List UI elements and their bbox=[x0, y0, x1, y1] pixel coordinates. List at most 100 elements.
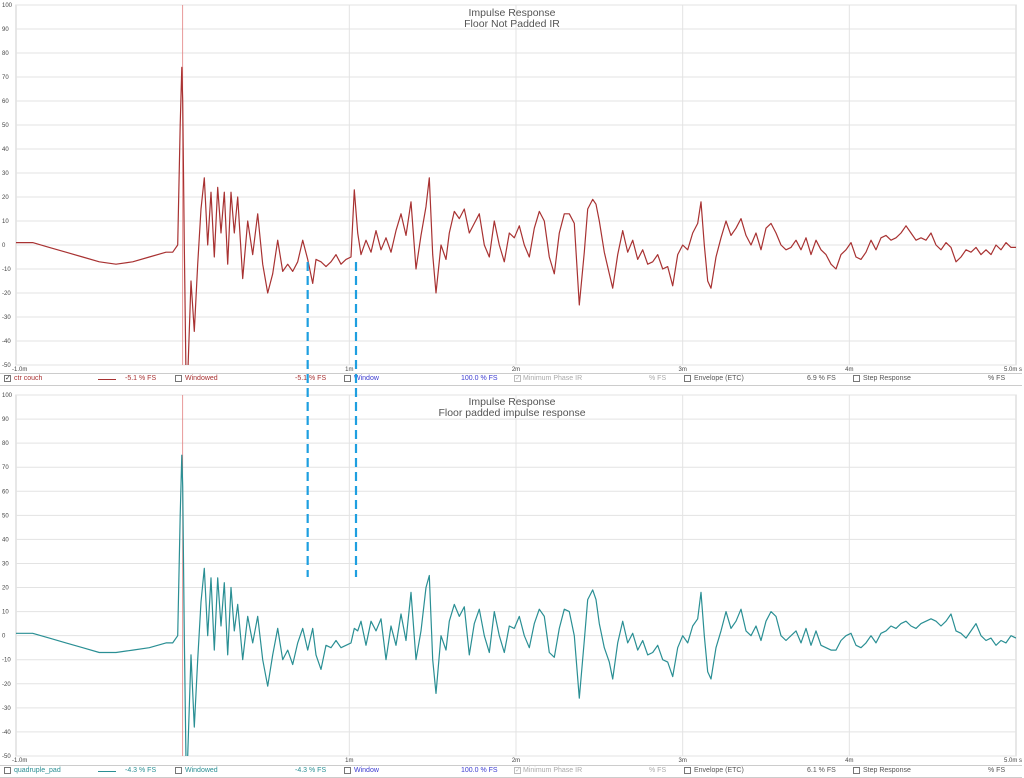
y-tick-label: 100 bbox=[2, 3, 13, 9]
y-tick-label: 50 bbox=[2, 123, 9, 129]
y-tick-label: 70 bbox=[2, 75, 9, 81]
series-group bbox=[16, 454, 1016, 756]
x-tick-label: 4m bbox=[845, 367, 853, 372]
series-value: -5.1 % FS bbox=[125, 375, 157, 382]
y-tick-label: 10 bbox=[2, 219, 9, 225]
windowed-label[interactable]: Windowed bbox=[185, 375, 218, 382]
y-tick-label: 40 bbox=[2, 147, 9, 153]
series-color-swatch[interactable] bbox=[98, 379, 116, 380]
series-visible-checkbox[interactable]: ✓ bbox=[4, 375, 11, 382]
chart-title: Impulse Response bbox=[469, 7, 556, 19]
minphase-value: % FS bbox=[649, 375, 667, 382]
minphase-label[interactable]: Minimum Phase IR bbox=[523, 767, 583, 774]
y-tick-label: 70 bbox=[2, 465, 9, 471]
envelope-value: 6.1 % FS bbox=[807, 767, 836, 774]
y-tick-label: 30 bbox=[2, 171, 9, 177]
minphase-label[interactable]: Minimum Phase IR bbox=[523, 375, 583, 382]
series-name[interactable]: ctr couch bbox=[14, 375, 43, 382]
step-value: % FS bbox=[988, 375, 1006, 382]
series-line bbox=[16, 454, 1016, 756]
y-tick-label: 60 bbox=[2, 99, 9, 105]
window-value: 100.0 % FS bbox=[461, 375, 498, 382]
minphase-value: % FS bbox=[649, 767, 667, 774]
y-tick-label: 80 bbox=[2, 441, 9, 447]
envelope-label[interactable]: Envelope (ETC) bbox=[694, 375, 744, 382]
series-visible-checkbox[interactable] bbox=[4, 767, 11, 774]
chart-title: Impulse Response bbox=[469, 396, 556, 408]
x-tick-label: 3m bbox=[678, 758, 686, 764]
windowed-checkbox[interactable] bbox=[175, 375, 182, 382]
envelope-label[interactable]: Envelope (ETC) bbox=[694, 767, 744, 774]
grid bbox=[15, 4, 1017, 366]
x-tick-label: -1.0m bbox=[12, 367, 27, 372]
x-tick-label: 2m bbox=[512, 367, 520, 372]
series-group bbox=[16, 66, 1016, 365]
window-label[interactable]: Window bbox=[354, 375, 379, 382]
y-tick-label: 100 bbox=[2, 393, 13, 399]
y-tick-label: -10 bbox=[2, 658, 11, 664]
series-line bbox=[16, 66, 1016, 365]
y-tick-label: 90 bbox=[2, 27, 9, 33]
x-tick-label: 1m bbox=[345, 367, 353, 372]
window-checkbox[interactable] bbox=[344, 375, 351, 382]
y-tick-label: 10 bbox=[2, 610, 9, 616]
windowed-value: -4.3 % FS bbox=[295, 767, 327, 774]
y-tick-label: -50 bbox=[2, 754, 11, 760]
x-tick-label: 5.0m s bbox=[1004, 367, 1022, 372]
minphase-checkbox[interactable]: ✓ bbox=[514, 375, 521, 382]
x-tick-label: -1.0m bbox=[12, 758, 27, 764]
y-tick-label: 0 bbox=[2, 243, 6, 249]
envelope-checkbox[interactable] bbox=[684, 375, 691, 382]
step-label[interactable]: Step Response bbox=[863, 767, 911, 774]
envelope-checkbox[interactable] bbox=[684, 767, 691, 774]
y-tick-label: 80 bbox=[2, 51, 9, 57]
x-tick-label: 5.0m s bbox=[1004, 758, 1022, 764]
series-value: -4.3 % FS bbox=[125, 767, 157, 774]
y-tick-label: -50 bbox=[2, 363, 11, 369]
y-tick-label: 60 bbox=[2, 489, 9, 495]
x-tick-label: 1m bbox=[345, 758, 353, 764]
step-checkbox[interactable] bbox=[853, 767, 860, 774]
y-tick-label: 50 bbox=[2, 513, 9, 519]
impulse-chart-top[interactable]: 1009080706050403020100-10-20-30-40-50-1.… bbox=[0, 0, 1024, 372]
tick-labels: 1009080706050403020100-10-20-30-40-50-1.… bbox=[2, 3, 1022, 372]
series-color-swatch[interactable] bbox=[98, 771, 116, 772]
window-label[interactable]: Window bbox=[354, 767, 379, 774]
x-tick-label: 4m bbox=[845, 758, 853, 764]
window-checkbox[interactable] bbox=[344, 767, 351, 774]
chart-subtitle: Floor Not Padded IR bbox=[464, 18, 560, 30]
legend-bar-bottom: quadruple_pad -4.3 % FS Windowed -4.3 % … bbox=[0, 765, 1022, 778]
y-tick-label: -20 bbox=[2, 291, 11, 297]
y-tick-label: 0 bbox=[2, 634, 6, 640]
impulse-plot-top[interactable]: 100 90 80 70 60 50 40 30 20 10 0 -10 -20 -30 -40 -50 -1.… bbox=[0, 0, 1024, 372]
y-tick-label: 40 bbox=[2, 537, 9, 543]
y-tick-label: -10 bbox=[2, 267, 11, 273]
y-tick-label: 90 bbox=[2, 417, 9, 423]
x-tick-label: 3m bbox=[678, 367, 686, 372]
step-label[interactable]: Step Response bbox=[863, 375, 911, 382]
chart-subtitle: Floor padded impulse response bbox=[438, 407, 585, 419]
minphase-checkbox[interactable]: ✓ bbox=[514, 767, 521, 774]
windowed-value: -5.1 % FS bbox=[295, 375, 327, 382]
windowed-label[interactable]: Windowed bbox=[185, 767, 218, 774]
envelope-value: 6.9 % FS bbox=[807, 375, 836, 382]
y-tick-label: 30 bbox=[2, 561, 9, 567]
step-checkbox[interactable] bbox=[853, 375, 860, 382]
y-tick-label: 20 bbox=[2, 586, 9, 592]
y-tick-label: 20 bbox=[2, 195, 9, 201]
impulse-chart-bottom[interactable]: 1009080706050403020100-10-20-30-40-50-1.… bbox=[0, 390, 1024, 764]
x-tick-label: 2m bbox=[512, 758, 520, 764]
series-name[interactable]: quadruple_pad bbox=[14, 767, 61, 774]
impulse-plot-bottom[interactable]: 100 90 80 70 60 50 40 30 20 10 0 -10 -20 -30 -40 -50 -1.… bbox=[0, 390, 1024, 764]
tick-labels: 1009080706050403020100-10-20-30-40-50-1.… bbox=[2, 393, 1022, 764]
y-tick-label: -40 bbox=[2, 730, 11, 736]
y-tick-label: -30 bbox=[2, 706, 11, 712]
legend-bar-top: ✓ ctr couch -5.1 % FS Windowed -5.1 % FS… bbox=[0, 373, 1022, 386]
y-tick-label: -20 bbox=[2, 682, 11, 688]
grid bbox=[15, 394, 1017, 757]
windowed-checkbox[interactable] bbox=[175, 767, 182, 774]
y-tick-label: -30 bbox=[2, 315, 11, 321]
y-tick-label: -40 bbox=[2, 339, 11, 345]
step-value: % FS bbox=[988, 767, 1006, 774]
window-value: 100.0 % FS bbox=[461, 767, 498, 774]
